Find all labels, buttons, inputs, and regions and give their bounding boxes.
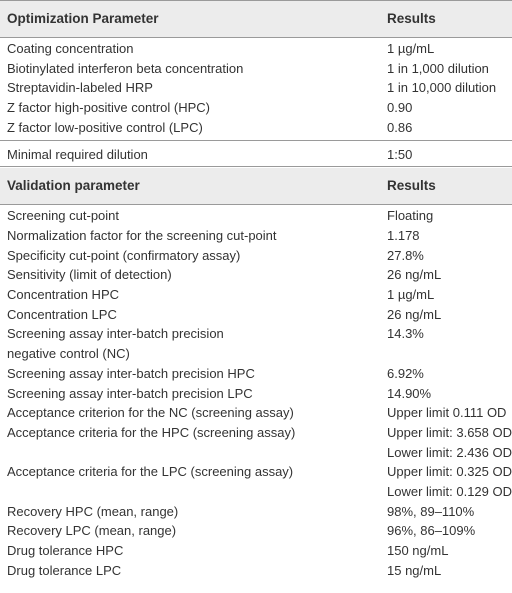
result-cell: 1 in 10,000 dilution: [387, 80, 497, 96]
result-cell: 1 µg/mL: [387, 287, 435, 302]
parameter-cell: Screening assay inter-batch precision: [7, 326, 224, 342]
header-rule: [0, 204, 512, 206]
parameter-cell: Streptavidin-labeled HRP: [7, 80, 153, 96]
parameter-cell: Specificity cut-point (confirmatory assa…: [7, 247, 241, 263]
parameter-cell: Recovery HPC (mean, range): [7, 503, 179, 519]
result-cell: Lower limit: 0.129 OD: [387, 484, 512, 499]
parameter-cell: negative control (NC): [7, 346, 130, 362]
parameter-cell: Recovery LPC (mean, range): [7, 523, 177, 539]
section-rule: [0, 166, 512, 168]
header-band: [0, 1, 512, 37]
parameter-cell: Sensitivity (limit of detection): [7, 267, 172, 283]
result-cell: 14.90%: [387, 385, 432, 401]
result-cell: 6.92%: [387, 365, 424, 381]
result-cell: 27.8%: [387, 247, 424, 263]
parameter-cell: Drug tolerance LPC: [7, 562, 122, 578]
result-cell: 1 in 1,000 dilution: [387, 60, 489, 76]
result-cell: 150 ng/mL: [387, 543, 449, 559]
parameter-cell: Concentration LPC: [7, 306, 117, 322]
header-cell: Optimization Parameter: [7, 11, 159, 27]
result-cell: 0.86: [387, 119, 413, 135]
parameter-cell: Concentration HPC: [7, 287, 119, 302]
parameter-cell: Z factor high-positive control (HPC): [7, 100, 211, 116]
top-rule: [0, 0, 512, 1]
result-cell: 0.90: [387, 100, 413, 116]
parameter-cell: Acceptance criteria for the LPC (screeni…: [7, 464, 294, 480]
result-cell: Lower limit: 2.436 OD: [387, 444, 512, 460]
result-cell: Upper limit 0.111 OD: [387, 405, 507, 421]
parameter-cell: Minimal required dilution: [7, 146, 148, 162]
result-cell: 26 ng/mL: [387, 267, 442, 283]
parameter-cell: Acceptance criteria for the HPC (screeni…: [7, 424, 296, 440]
header-band: [0, 168, 512, 205]
header-rule: [0, 37, 512, 38]
parameter-cell: Drug tolerance HPC: [7, 543, 124, 559]
result-cell: 14.3%: [387, 326, 424, 342]
result-cell: 98%, 89–110%: [387, 503, 475, 519]
parameter-cell: Biotinylated interferon beta concentrati…: [7, 60, 244, 76]
result-cell: 1.178: [387, 227, 420, 243]
header-cell: Results: [387, 178, 436, 194]
result-cell: Upper limit: 0.325 OD: [387, 464, 512, 480]
parameter-cell: Screening assay inter-batch precision LP…: [7, 385, 253, 401]
group-rule: [0, 139, 512, 141]
result-cell: 15 ng/mL: [387, 562, 442, 578]
parameter-cell: Normalization factor for the screening c…: [7, 227, 277, 243]
header-cell: Results: [387, 11, 436, 27]
parameter-cell: Screening assay inter-batch precision HP…: [7, 365, 255, 381]
parameter-cell: Screening cut-point: [7, 208, 120, 224]
result-cell: 1 µg/mL: [387, 41, 435, 56]
parameter-cell: Z factor low-positive control (LPC): [7, 119, 203, 135]
result-cell: 26 ng/mL: [387, 306, 442, 322]
header-cell: Validation parameter: [7, 178, 140, 194]
result-cell: 96%, 86–109%: [387, 523, 476, 539]
result-cell: Floating: [387, 208, 434, 224]
parameter-cell: Acceptance criterion for the NC (screeni…: [7, 405, 294, 421]
parameter-cell: Coating concentration: [7, 41, 134, 56]
result-cell: Upper limit: 3.658 OD: [387, 424, 512, 440]
result-cell: 1:50: [387, 146, 413, 162]
